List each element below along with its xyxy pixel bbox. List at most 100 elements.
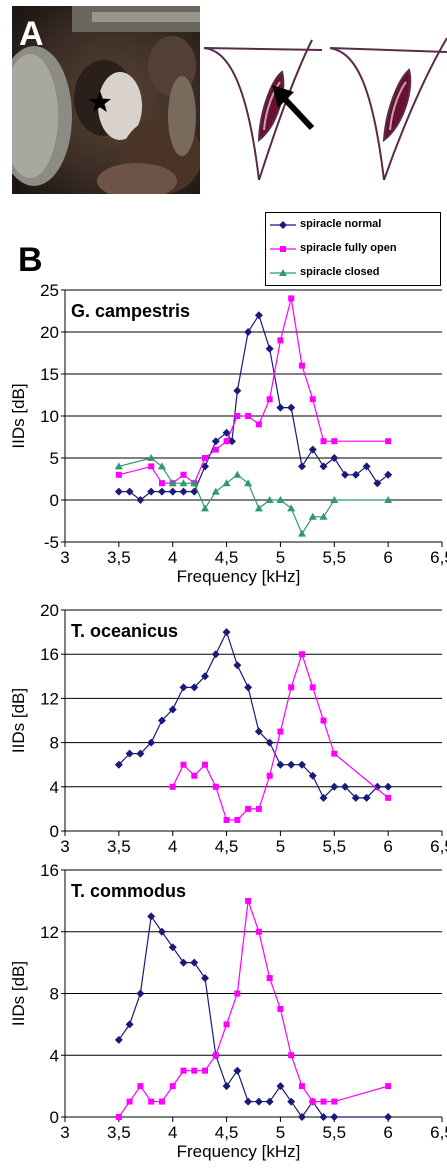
spiracle-drawings — [203, 37, 447, 181]
data-point — [223, 816, 230, 823]
data-point — [288, 684, 295, 691]
y-tick-label: -5 — [44, 533, 59, 552]
x-tick-label: 5,5 — [322, 837, 346, 855]
data-point — [202, 761, 209, 768]
data-point — [362, 462, 371, 471]
x-tick-label: 4,5 — [215, 837, 239, 855]
spiracle-drawing-closed — [329, 37, 447, 181]
data-point — [277, 1005, 284, 1012]
x-tick-label: 6 — [383, 548, 392, 567]
data-point — [297, 1113, 306, 1121]
x-tick-label: 4,5 — [215, 1123, 239, 1142]
data-point — [287, 760, 296, 769]
x-tick-label: 6,5 — [430, 837, 447, 855]
data-point — [266, 772, 273, 779]
chart-g-campestris: -5 0 5 10 15 20 25 3 3,5 4 4,5 5 5,5 6 6,5 Frequency [k… — [9, 281, 447, 586]
data-point — [351, 793, 360, 802]
data-point — [277, 728, 284, 735]
data-point — [265, 344, 274, 353]
data-point — [223, 1021, 230, 1028]
data-point — [157, 487, 166, 496]
data-point — [233, 470, 242, 478]
data-point — [191, 1067, 198, 1074]
data-point — [168, 943, 177, 952]
data-point — [201, 672, 210, 681]
legend-entry-spiracle-normal: spiracle normal — [270, 217, 440, 233]
data-point — [147, 912, 156, 921]
data-point — [180, 1067, 187, 1074]
chart-legend: spiracle normal spiracle fully open spir… — [265, 212, 441, 286]
legend-entry-spiracle-fully-open: spiracle fully open — [270, 241, 440, 257]
data-point — [115, 471, 122, 478]
y-tick-label: 12 — [40, 923, 59, 942]
legend-swatch-diamond — [270, 221, 296, 229]
chart-title: G. campestris — [71, 301, 190, 321]
data-point — [384, 470, 393, 479]
data-point — [234, 990, 241, 997]
data-point — [168, 705, 177, 714]
data-point — [201, 504, 210, 512]
x-tick-label: 3,5 — [107, 548, 131, 567]
panel-a-label: A — [19, 15, 44, 53]
data-point — [190, 487, 199, 496]
legend-label: spiracle fully open — [300, 242, 397, 254]
x-tick-label: 5,5 — [322, 548, 346, 567]
x-tick-label: 4 — [168, 837, 177, 855]
data-point — [320, 1098, 327, 1105]
data-point — [234, 816, 241, 823]
y-axis-label: IIDs [dB] — [9, 688, 28, 753]
data-point — [309, 684, 316, 691]
spiracle-drawing-open — [203, 39, 323, 181]
data-point — [115, 1114, 122, 1120]
data-point — [234, 413, 241, 419]
data-point — [157, 462, 166, 470]
data-point — [233, 386, 242, 395]
data-point — [180, 471, 187, 478]
x-tick-label: 5 — [276, 548, 285, 567]
x-tick-label: 3 — [60, 837, 69, 855]
data-point — [255, 805, 262, 812]
data-point — [190, 479, 199, 487]
data-point — [222, 1082, 231, 1091]
y-tick-label: 20 — [40, 601, 59, 620]
data-point — [179, 479, 188, 487]
arrow-icon — [272, 85, 315, 131]
x-tick-label: 6 — [383, 1123, 392, 1142]
data-point — [308, 445, 317, 454]
data-point — [114, 1035, 123, 1044]
data-point — [202, 455, 209, 461]
data-point — [212, 1052, 219, 1059]
data-point — [308, 512, 317, 520]
x-axis-label: Frequency [kHz] — [177, 567, 301, 586]
x-tick-label: 6,5 — [430, 1123, 447, 1142]
data-point — [319, 1113, 328, 1121]
x-tick-label: 4 — [168, 548, 177, 567]
data-point — [148, 463, 155, 470]
legend-swatch-square — [270, 246, 296, 252]
series-line — [118, 313, 389, 501]
data-point — [266, 975, 273, 982]
x-tick-label: 6,5 — [430, 548, 447, 567]
x-tick-label: 4,5 — [215, 548, 239, 567]
data-point — [114, 760, 123, 769]
y-tick-label: 16 — [40, 861, 59, 880]
data-point — [179, 958, 188, 967]
data-point — [330, 496, 339, 503]
data-point — [330, 1113, 339, 1121]
data-point — [351, 470, 360, 479]
data-point — [244, 479, 253, 487]
data-point — [276, 496, 285, 503]
legend-swatch-triangle — [270, 269, 296, 276]
y-tick-label: 15 — [40, 365, 59, 384]
data-point — [211, 650, 220, 659]
data-point — [245, 413, 252, 419]
data-point — [297, 462, 306, 471]
data-point — [384, 496, 393, 503]
series-line — [118, 298, 389, 485]
data-point — [180, 761, 187, 768]
data-point — [244, 1097, 253, 1106]
data-point — [331, 1098, 338, 1105]
chart-t-commodus: 0 4 8 12 16 3 3,5 4 4,5 5 5,5 6 6,5 Frequency [kHz] II… — [9, 861, 447, 1161]
y-tick-label: 8 — [50, 985, 59, 1004]
